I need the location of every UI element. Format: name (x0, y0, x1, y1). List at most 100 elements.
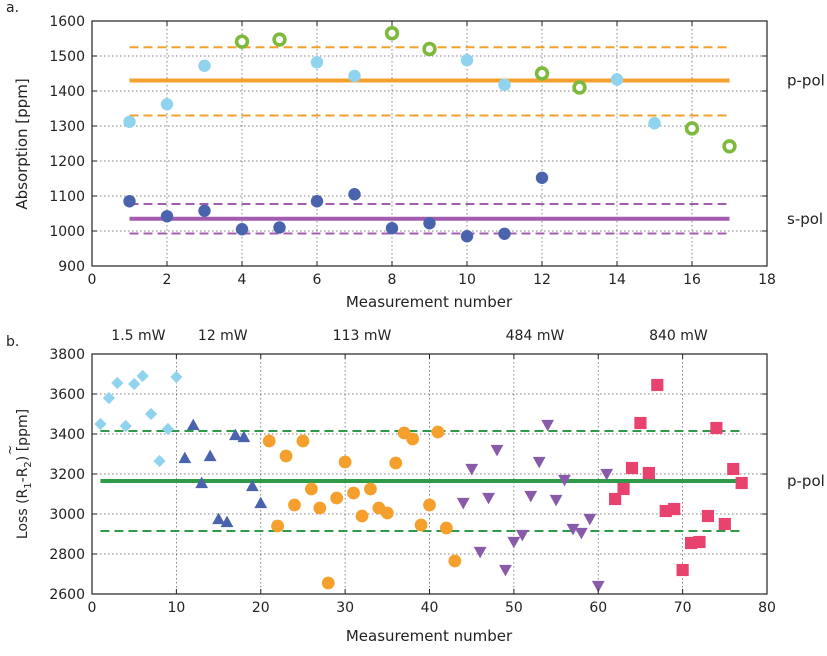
panel-b-point (507, 536, 521, 549)
panel-a-point (572, 80, 587, 95)
panel-a-point (498, 227, 511, 240)
panel-b-point (634, 416, 647, 430)
panel-a-point (160, 210, 174, 223)
panel-b-side-labels: p-pol (787, 472, 825, 490)
panel-b-point (296, 434, 310, 448)
panel-b-point (651, 378, 664, 392)
panel-b-x-tick-label: 30 (336, 600, 354, 616)
panel-a-point (684, 121, 700, 136)
panel-a-ticks: 0 2 4 6 8 10 12 14 16 18 900 1000 1100 1200 1300 1400 15… (49, 14, 776, 288)
panel-b-point (515, 529, 529, 542)
panel-b-point (161, 422, 175, 436)
panel-a-point (198, 204, 211, 217)
panel-b-y-tick-label: 2600 (49, 587, 85, 603)
panel-a-point (234, 34, 250, 49)
panel-a-ref-label: s-pol (787, 210, 823, 228)
panel-b-points (94, 369, 748, 593)
panel-b-point (330, 491, 344, 505)
panel-b-point (566, 523, 580, 536)
panel-b: b. 1.5 mW 12 mW 113 mW 484 mW 840 mW 0 10 20 30… (3, 328, 825, 645)
panel-b-point (178, 451, 192, 464)
panel-b-point (313, 501, 327, 515)
power-label: 840 mW (649, 328, 708, 344)
panel-b-y-tick-label: 3400 (49, 427, 85, 443)
panel-b-y-tick-label: 2800 (49, 547, 85, 563)
panel-a-point (235, 223, 249, 236)
panel-a-point (384, 26, 400, 41)
panel-a-x-tick-label: 12 (533, 272, 551, 288)
panel-b-ylabel-sub1: 1 (23, 482, 34, 488)
panel-a-point (535, 171, 549, 184)
panel-b-point (136, 369, 149, 383)
panel-b-point (119, 419, 132, 433)
panel-a-y-tick-label: 900 (58, 259, 85, 275)
panel-a-x-tick-label: 8 (388, 272, 397, 288)
panel-a-x-tick-label: 18 (758, 272, 776, 288)
panel-a-point (123, 195, 136, 208)
panel-b-x-tick-label: 50 (505, 600, 523, 616)
panel-a-y-tick-label: 1500 (49, 49, 85, 65)
panel-b-point (676, 563, 689, 577)
panel-b-point (625, 461, 639, 475)
panel-b-point (414, 518, 428, 532)
panel-a-point (422, 41, 437, 57)
panel-b-point (279, 449, 293, 463)
panel-a-x-tick-label: 0 (88, 272, 97, 288)
panel-b-point (439, 521, 453, 535)
panel-a-point (348, 69, 361, 83)
panel-a-point (460, 54, 474, 67)
panel-b-point (448, 554, 462, 568)
panel-b-grid (92, 354, 767, 594)
power-label: 1.5 mW (111, 328, 165, 344)
panel-a-point (348, 188, 361, 201)
panel-b-point (245, 479, 259, 492)
panel-a-y-axis-label: Absorption [ppm] (13, 78, 31, 209)
panel-b-point (532, 456, 546, 469)
panel-b-point (524, 490, 538, 503)
panel-b-point (617, 482, 630, 496)
panel-a-point (310, 195, 324, 208)
panel-b-power-labels: 1.5 mW 12 mW 113 mW 484 mW 840 mW (111, 328, 708, 344)
panel-b-point (406, 432, 420, 446)
panel-b-point (574, 527, 588, 540)
panel-b-ylabel-end: ) [ppm] (15, 409, 31, 461)
panel-a-reference-lines (129, 46, 730, 235)
panel-b-point (431, 425, 445, 439)
panel-b-point (701, 509, 715, 523)
panel-b-point (609, 492, 622, 506)
panel-a-point (722, 139, 737, 154)
panel-a-y-tick-label: 1400 (49, 84, 85, 100)
panel-b-point (195, 476, 209, 489)
panel-a-point (273, 221, 286, 234)
panel-b-point (499, 564, 512, 577)
panel-b-point (490, 444, 504, 457)
panel-b-point (389, 456, 403, 470)
panel-a-x-tick-label: 10 (458, 272, 476, 288)
panel-b-point (288, 498, 301, 512)
panel-b-point (541, 419, 555, 432)
panel-a-ref-label: p-pol (787, 72, 825, 90)
panel-b-point (583, 513, 597, 526)
panel-b-ylabel-tilde: ~ (3, 445, 17, 455)
panel-b-point (465, 463, 479, 476)
panel-b-point (347, 486, 360, 500)
panel-b-x-tick-label: 80 (758, 600, 776, 616)
panel-b-point (710, 421, 723, 435)
panel-a-point (160, 98, 174, 111)
panel-a-label: a. (6, 0, 19, 16)
panel-b-point (549, 494, 563, 507)
panel-b-point (271, 519, 285, 533)
panel-b-point (254, 496, 268, 509)
panel-b-x-tick-label: 10 (167, 600, 185, 616)
panel-a-x-tick-label: 4 (238, 272, 247, 288)
panel-b-point (338, 455, 352, 469)
panel-a-plot-frame (91, 20, 768, 267)
panel-b-point (718, 517, 731, 531)
panel-b-point (94, 417, 107, 431)
power-label: 484 mW (506, 328, 565, 344)
panel-b-point (456, 497, 470, 510)
panel-b-ylabel-main: Loss (R (15, 488, 31, 539)
panel-a-x-tick-label: 16 (683, 272, 701, 288)
panel-b-point (203, 449, 217, 462)
